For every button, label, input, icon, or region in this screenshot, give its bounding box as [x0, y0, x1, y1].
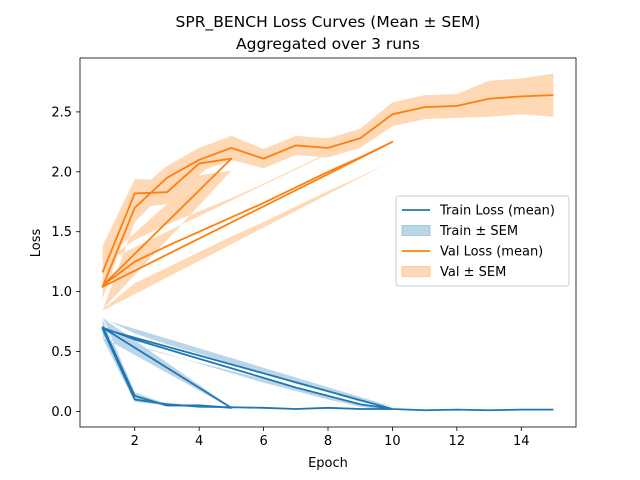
- y-tick-label: 0.0: [51, 405, 72, 420]
- x-tick-label: 12: [449, 434, 466, 449]
- y-tick-label: 1.0: [51, 285, 72, 300]
- y-tick-label: 2.0: [51, 165, 72, 180]
- train-mean-line: [101, 325, 554, 412]
- val-sem-band: [102, 73, 554, 311]
- legend-label: Val ± SEM: [440, 265, 506, 280]
- mean-lines-layer: [101, 94, 554, 412]
- x-tick-label: 14: [513, 434, 530, 449]
- x-tick-label: 4: [195, 434, 203, 449]
- x-tick-label: 6: [259, 434, 267, 449]
- val-mean-line: [101, 94, 554, 288]
- chart-title: SPR_BENCH Loss Curves (Mean ± SEM): [176, 13, 481, 32]
- x-axis-ticks: 2 4 6 8 10 12 14: [131, 427, 530, 449]
- chart-subtitle: Aggregated over 3 runs: [236, 35, 420, 53]
- legend-label: Train ± SEM: [439, 224, 518, 239]
- legend-box: [395, 195, 570, 287]
- x-axis-label: Epoch: [308, 456, 348, 471]
- legend-label: Train Loss (mean): [439, 204, 555, 219]
- y-axis-ticks: 0.0 0.5 1.0 1.5 2.0 2.5: [51, 105, 80, 420]
- legend: Train Loss (mean) Train ± SEM Val Loss (me…: [395, 195, 570, 287]
- y-tick-label: 1.5: [51, 225, 72, 240]
- x-tick-label: 2: [131, 434, 139, 449]
- legend-band-swatch: [401, 266, 431, 277]
- y-axis-label: Loss: [29, 229, 44, 258]
- x-tick-label: 10: [384, 434, 401, 449]
- legend-items: Train Loss (mean) Train ± SEM Val Loss (me…: [401, 204, 555, 280]
- x-tick-label: 8: [324, 434, 332, 449]
- y-tick-label: 2.5: [51, 105, 72, 120]
- y-tick-label: 0.5: [51, 345, 72, 360]
- legend-label: Val Loss (mean): [440, 245, 543, 260]
- legend-band-swatch: [401, 225, 431, 236]
